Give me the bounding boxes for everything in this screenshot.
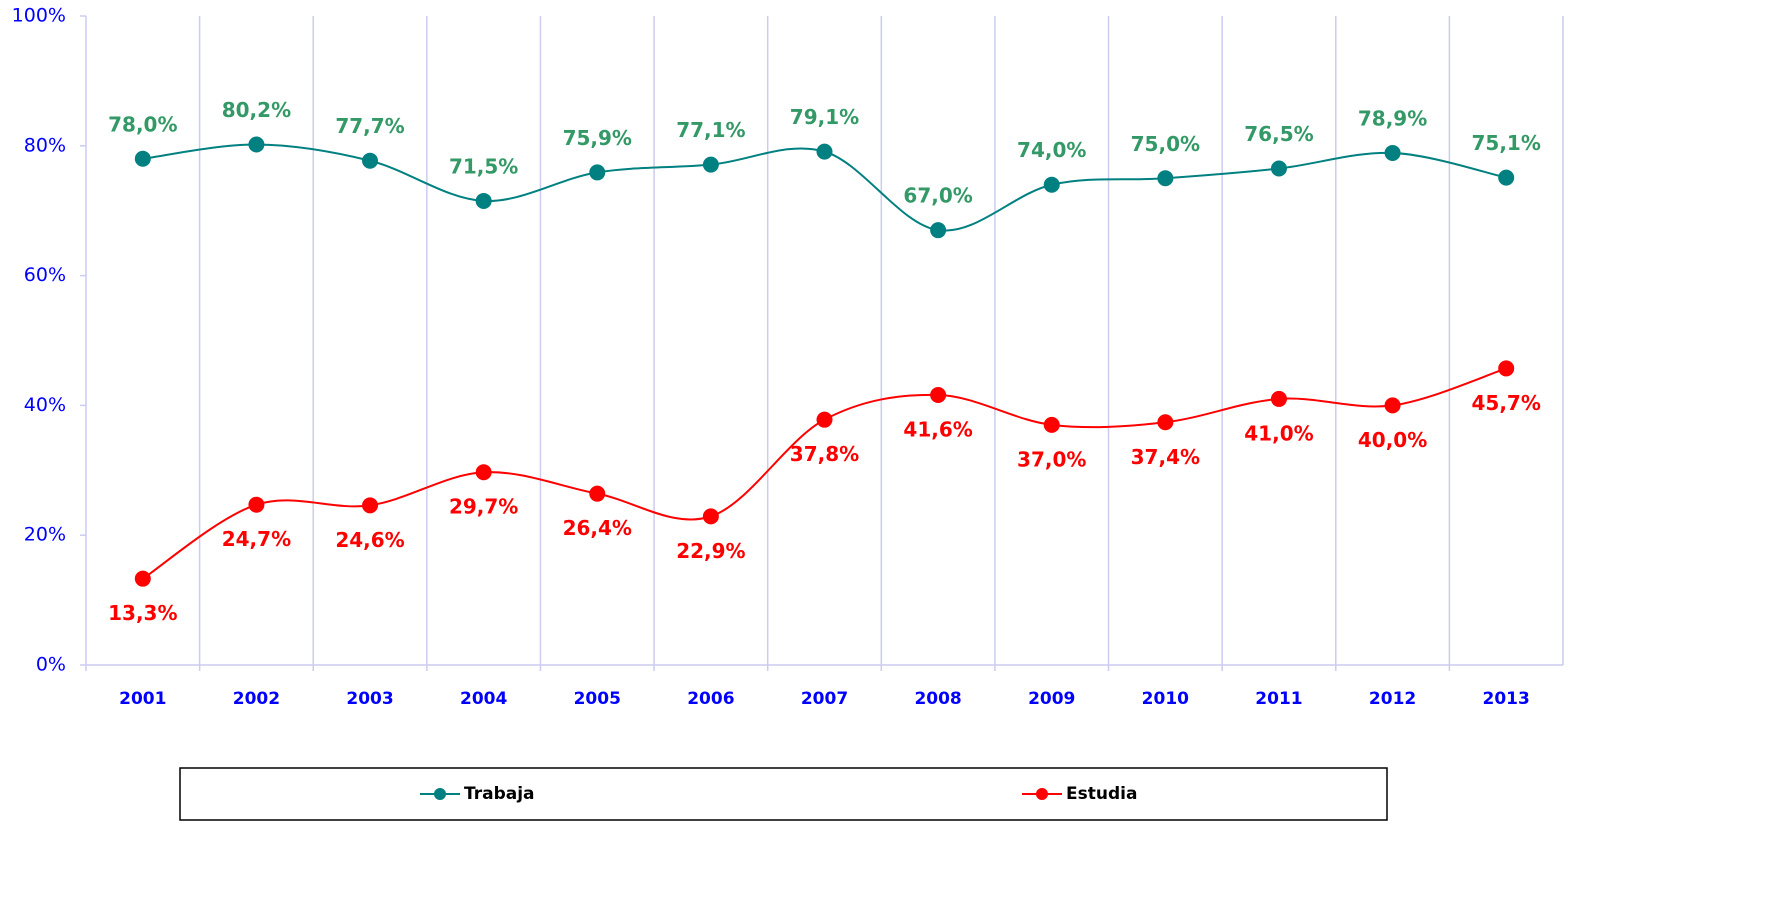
data-point	[816, 411, 833, 428]
x-tick-label: 2004	[460, 689, 507, 709]
data-label: 41,0%	[1244, 421, 1313, 445]
y-tick-label: 40%	[24, 394, 66, 416]
data-label: 76,5%	[1244, 122, 1313, 146]
data-point	[1498, 360, 1515, 377]
x-tick-label: 2009	[1028, 689, 1075, 709]
data-label: 13,3%	[108, 601, 177, 625]
data-point	[1498, 169, 1515, 186]
x-tick-label: 2001	[119, 689, 166, 709]
x-tick-label: 2013	[1483, 689, 1530, 709]
legend-label: Estudia	[1066, 784, 1137, 804]
data-label: 45,7%	[1471, 391, 1540, 415]
x-tick-label: 2005	[574, 689, 621, 709]
x-tick-label: 2006	[687, 689, 734, 709]
y-tick-label: 0%	[36, 654, 66, 676]
x-tick-label: 2007	[801, 689, 848, 709]
legend-label: Trabaja	[464, 784, 535, 804]
data-point	[589, 485, 606, 502]
data-label: 40,0%	[1358, 428, 1427, 452]
x-tick-label: 2010	[1142, 689, 1189, 709]
data-point	[1157, 170, 1174, 187]
data-label: 37,0%	[1017, 447, 1086, 471]
data-point	[248, 136, 265, 153]
data-label: 37,8%	[790, 442, 859, 466]
data-point	[1270, 160, 1287, 177]
data-point	[1043, 176, 1060, 193]
data-point	[1384, 144, 1401, 161]
data-point	[134, 150, 151, 167]
data-point	[589, 164, 606, 181]
data-label: 67,0%	[903, 184, 972, 208]
x-tick-label: 2011	[1255, 689, 1302, 709]
data-label: 75,1%	[1471, 131, 1540, 155]
data-label: 79,1%	[790, 105, 859, 129]
x-tick-label: 2012	[1369, 689, 1416, 709]
data-point	[1157, 414, 1174, 431]
data-label: 75,0%	[1131, 132, 1200, 156]
data-label: 24,7%	[222, 527, 291, 551]
legend-marker	[1036, 788, 1048, 800]
data-point	[702, 508, 719, 525]
x-tick-label: 2003	[346, 689, 393, 709]
data-point	[475, 192, 492, 209]
data-label: 77,7%	[335, 114, 404, 138]
data-label: 74,0%	[1017, 138, 1086, 162]
data-label: 80,2%	[222, 98, 291, 122]
legend-marker	[434, 788, 446, 800]
data-point	[248, 496, 265, 513]
data-label: 24,6%	[335, 528, 404, 552]
data-point	[1270, 390, 1287, 407]
legend-box	[179, 767, 1388, 821]
y-tick-label: 20%	[24, 524, 66, 546]
data-label: 41,6%	[903, 418, 972, 442]
data-point	[702, 156, 719, 173]
data-label: 29,7%	[449, 495, 518, 519]
data-label: 22,9%	[676, 539, 745, 563]
data-label: 26,4%	[563, 516, 632, 540]
data-point	[930, 222, 947, 239]
y-tick-label: 60%	[24, 264, 66, 286]
x-tick-label: 2002	[233, 689, 280, 709]
data-label: 78,9%	[1358, 106, 1427, 130]
y-tick-label: 80%	[24, 134, 66, 156]
y-tick-label: 100%	[12, 5, 66, 27]
data-point	[1043, 416, 1060, 433]
data-label: 78,0%	[108, 112, 177, 136]
data-label: 77,1%	[676, 118, 745, 142]
data-point	[362, 497, 379, 514]
data-label: 37,4%	[1131, 445, 1200, 469]
data-point	[1384, 397, 1401, 414]
data-point	[816, 143, 833, 160]
data-label: 75,9%	[563, 126, 632, 150]
data-label: 71,5%	[449, 154, 518, 178]
data-point	[134, 570, 151, 587]
data-point	[475, 464, 492, 481]
data-point	[930, 387, 947, 404]
data-point	[362, 152, 379, 169]
x-tick-label: 2008	[914, 689, 961, 709]
